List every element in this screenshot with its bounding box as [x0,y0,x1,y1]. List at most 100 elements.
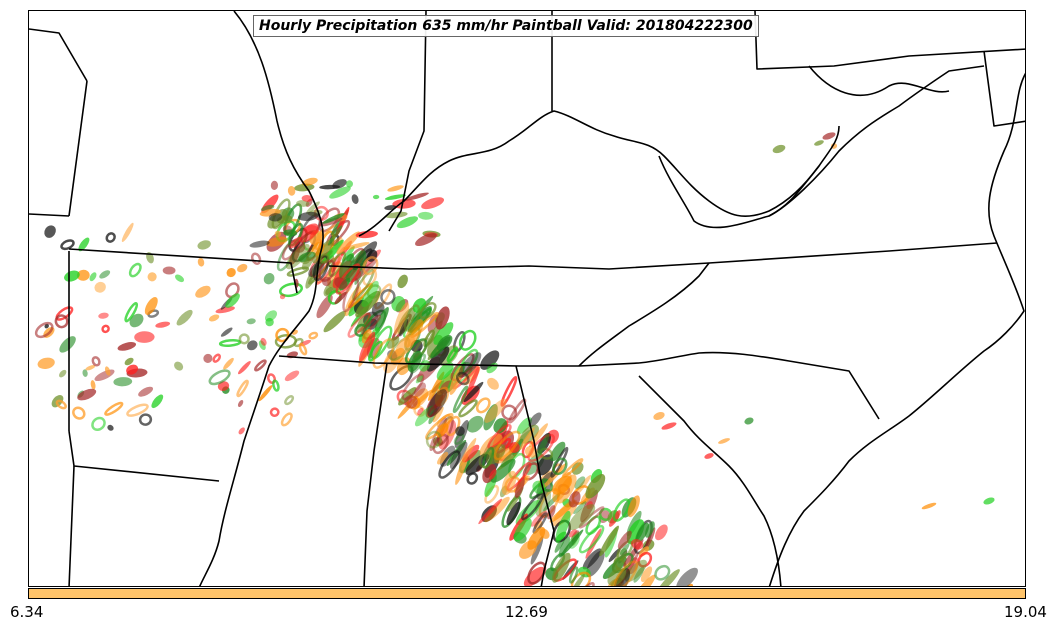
precip-blob [250,252,262,265]
precip-blob [101,324,110,334]
precip-blob [626,519,645,545]
precip-blob [619,543,630,555]
precip-blob [452,385,469,414]
precip-blob [37,357,55,369]
precip-blob [921,502,937,510]
precip-blob [483,403,498,431]
precip-blob [270,180,279,190]
precip-blob [197,240,211,250]
precip-blob [155,321,171,328]
precip-blob [345,180,354,188]
precip-blob [287,186,296,196]
precip-blob [772,144,786,154]
precip-blob [484,398,507,423]
precip-blob [197,257,205,267]
state-borders [29,11,1025,586]
precip-blob [561,458,584,478]
precip-blob [558,536,570,558]
precip-blob [322,213,345,224]
colorbar-tick-label: 19.04 [1004,603,1047,621]
precip-blob [585,473,606,499]
precip-blob [99,270,111,279]
precip-blob [238,333,250,345]
precip-blob [631,538,644,550]
precip-blob [501,404,518,421]
precip-blob [627,495,640,518]
precip-blob [387,185,404,192]
precip-blob [459,437,477,467]
precip-blob [117,342,137,351]
precip-blob [516,417,532,435]
precip-blob [478,451,494,469]
precip-blob [89,272,97,282]
precip-blob [528,412,542,428]
precip-blob [347,282,374,309]
precip-blob [617,530,632,549]
border-md-wv [808,65,950,96]
precip-blob [134,331,155,343]
precip-blob [263,273,275,285]
precip-blob [414,382,426,397]
precip-blob [437,451,449,465]
precip-blob [535,433,550,459]
precip-blob [380,288,396,305]
precip-blob [352,269,375,301]
precip-blob [612,498,631,522]
precip-blob [455,371,470,386]
precip-blob [59,369,67,378]
precip-blob [104,401,124,416]
precip-blob [585,515,602,535]
precip-blob [395,334,415,357]
precip-blob [387,336,400,349]
precip-blob [479,433,503,457]
precip-blob [581,581,595,586]
precip-blob [635,574,656,586]
precip-blob [438,450,461,479]
precip-blob [126,403,149,417]
precip-blob [822,132,836,140]
precip-blob [85,365,96,371]
precip-blob [415,375,424,384]
precip-blob [421,197,445,210]
colorbar [28,588,1026,599]
precip-blob [453,433,465,445]
precip-blob [374,307,389,331]
precip-blob [279,282,303,298]
precip-blob [236,379,249,398]
map-panel [28,10,1026,587]
precip-blob [268,213,283,222]
precip-blob [466,366,480,396]
precip-blob [372,194,380,200]
precip-blob [260,337,267,346]
precip-blob [319,184,340,190]
precip-blob [358,331,376,362]
precip-blob [246,318,256,325]
precip-blob [249,240,270,248]
precip-blob [316,294,333,319]
precip-blob [653,412,665,420]
precip-blob [446,439,467,466]
precip-blob [308,261,325,277]
ohio-river [358,110,840,237]
precip-blob [238,361,251,375]
precip-blob [571,573,585,586]
border-il-in [388,11,427,232]
precip-blob [432,406,444,423]
precip-blob [308,331,319,340]
precip-blob [247,340,258,351]
precip-blob [329,186,351,199]
precip-blob [124,357,134,366]
precip-blob [289,246,300,265]
precip-blob [383,349,400,374]
paintball-precipitation-layer [34,132,995,586]
precip-blob [284,370,300,382]
precip-blob [368,340,383,362]
precip-blob [403,304,421,332]
precip-blob [215,306,235,314]
precip-blob [574,476,586,489]
precip-blob [527,527,546,550]
precip-blob [418,211,434,220]
precip-blob [265,317,274,327]
border-al-ga [515,365,555,586]
border-tx-la [68,465,75,586]
